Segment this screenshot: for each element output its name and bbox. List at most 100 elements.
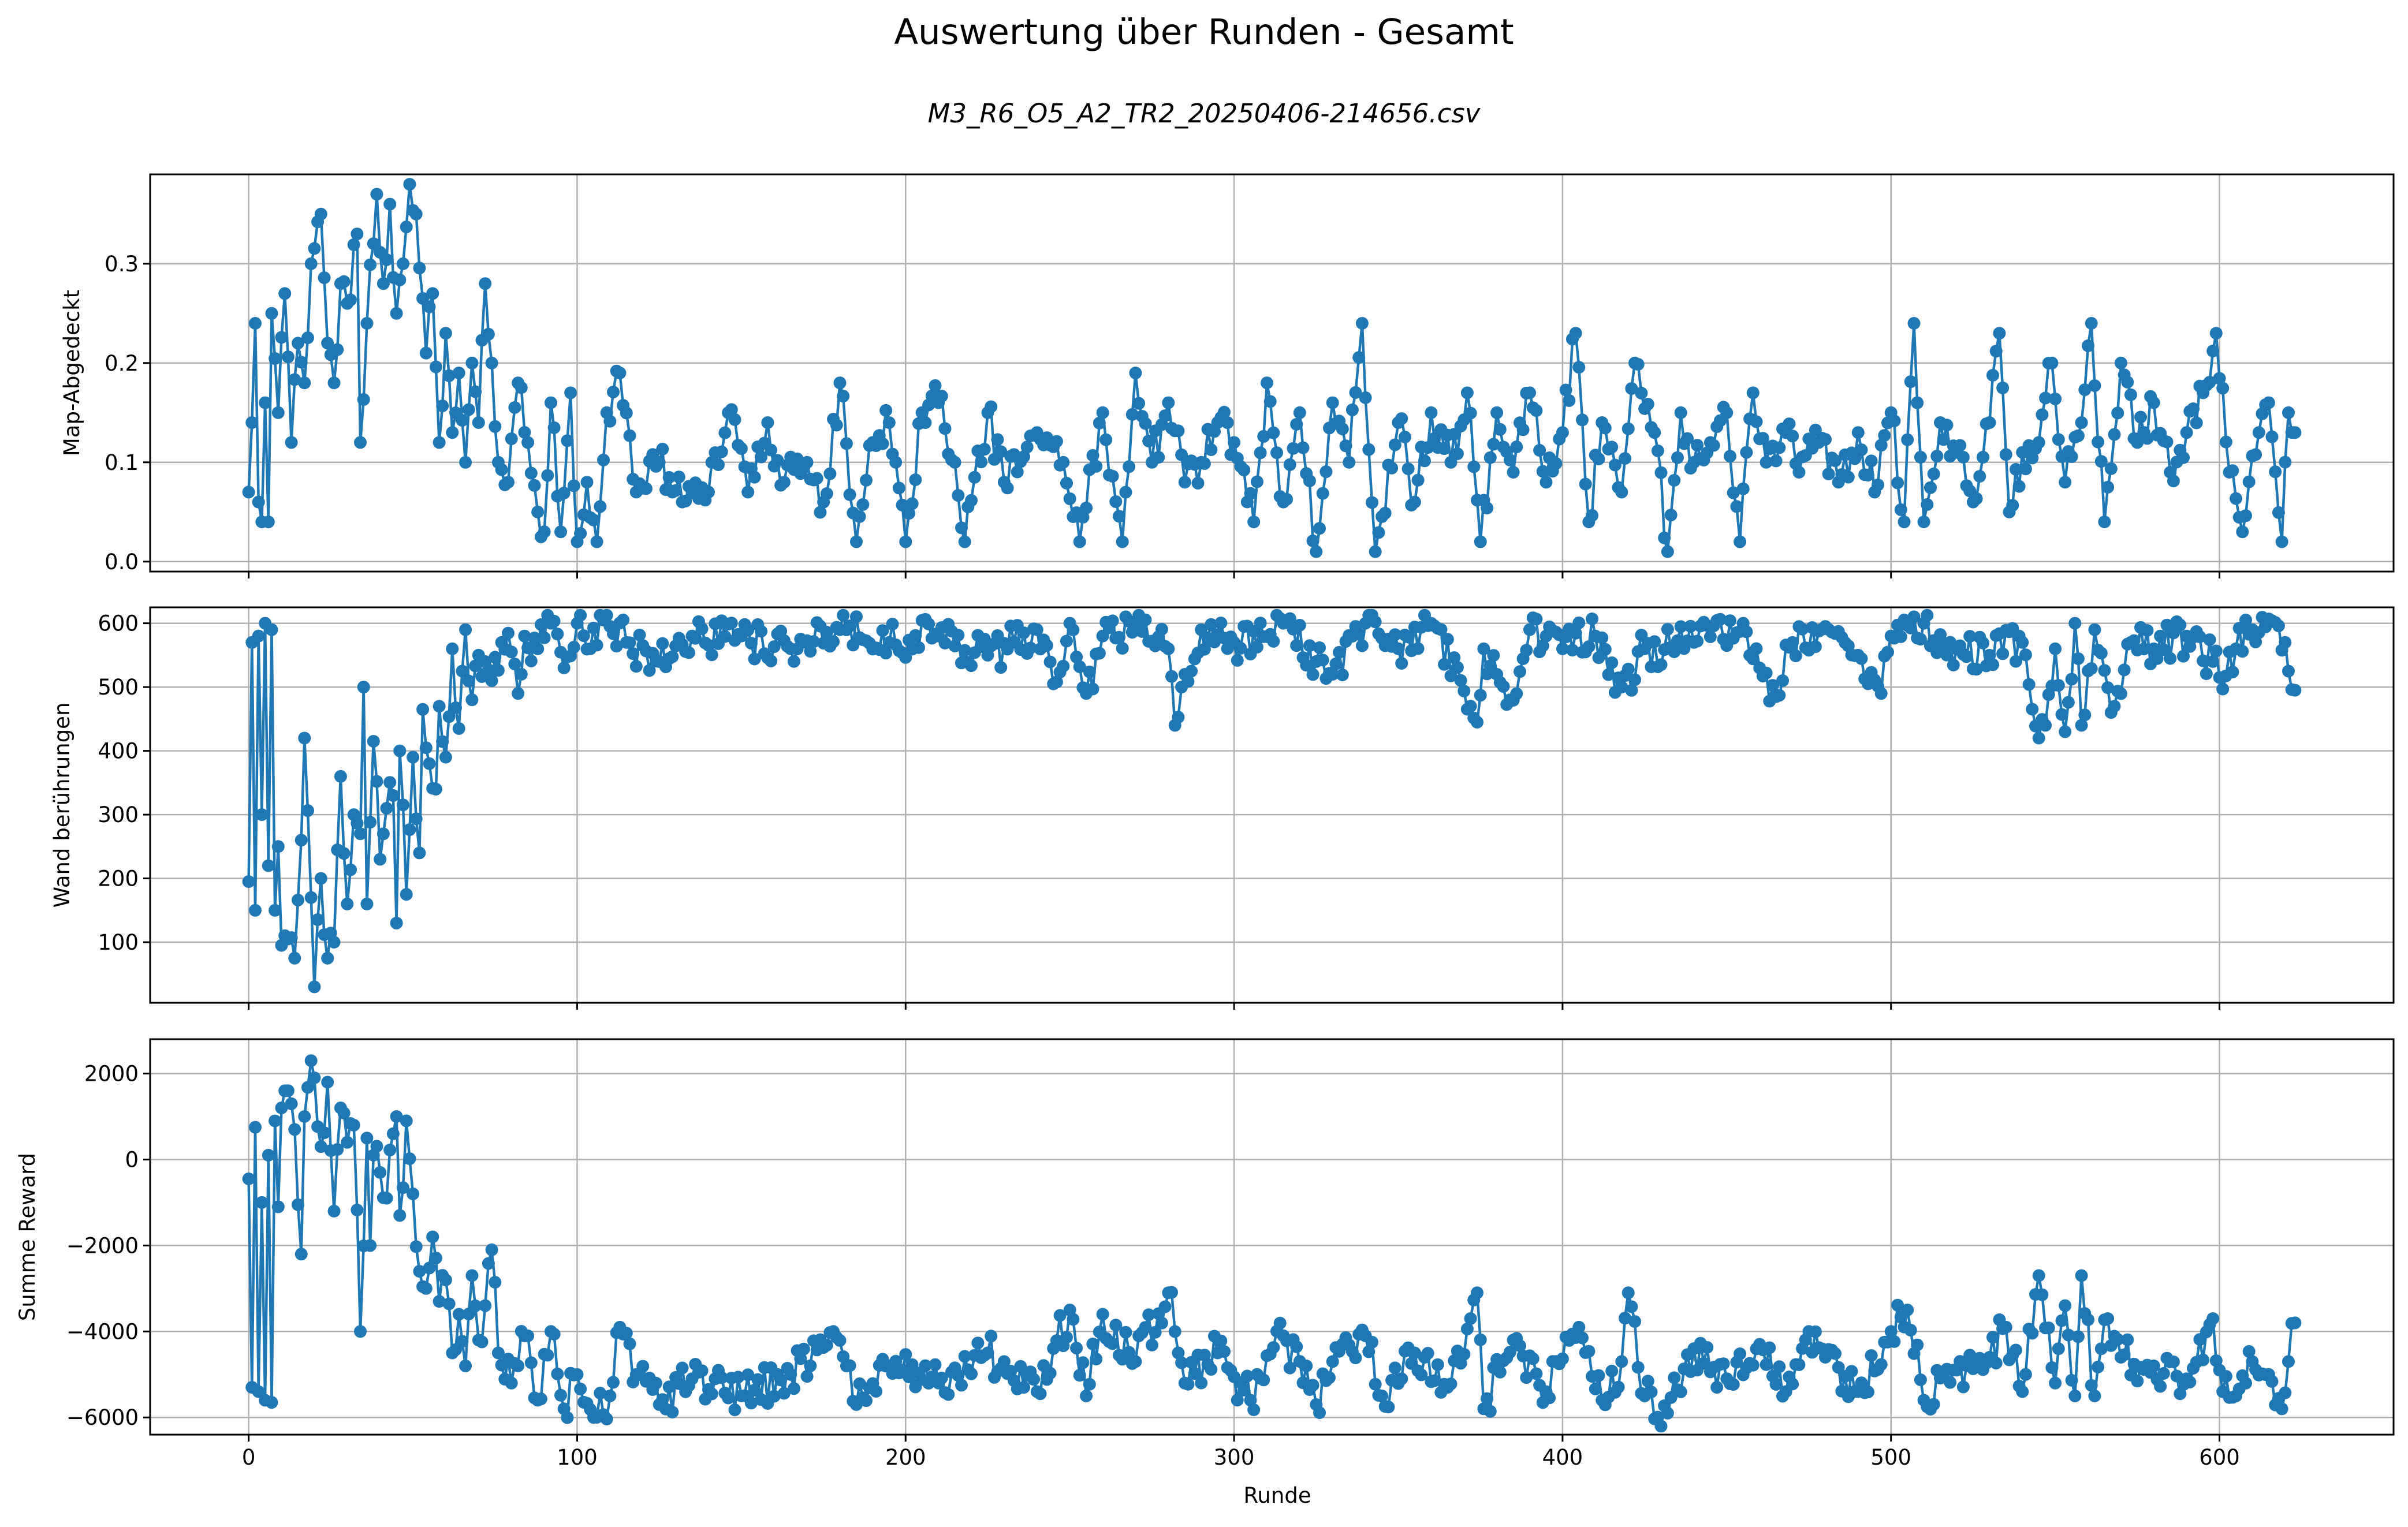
data-point xyxy=(331,1143,344,1156)
data-point xyxy=(341,1136,354,1149)
data-point xyxy=(1921,498,1934,511)
data-point xyxy=(1645,1386,1658,1399)
data-point xyxy=(465,356,479,369)
data-point xyxy=(469,659,482,673)
data-point xyxy=(2016,1385,2029,1398)
data-point xyxy=(1487,649,1500,662)
data-point xyxy=(1819,433,1832,446)
data-point xyxy=(1149,1326,1162,1339)
data-point xyxy=(1385,461,1399,475)
data-point xyxy=(400,1114,413,1127)
data-point xyxy=(666,1406,679,1418)
data-point xyxy=(1020,440,1034,454)
data-point xyxy=(1874,439,1888,452)
data-point xyxy=(2174,618,2187,632)
data-point xyxy=(1263,395,1277,408)
data-point xyxy=(278,287,292,300)
data-point xyxy=(271,1200,285,1214)
data-point xyxy=(1514,665,1526,678)
data-point xyxy=(1579,477,1592,491)
data-point xyxy=(2032,1269,2045,1282)
data-point xyxy=(876,624,889,637)
data-point xyxy=(899,535,912,548)
data-point xyxy=(1283,458,1296,471)
data-point xyxy=(1464,406,1477,420)
data-point xyxy=(1786,1377,1799,1391)
data-point xyxy=(531,505,545,518)
data-point xyxy=(2147,1359,2160,1372)
data-point xyxy=(1625,382,1638,395)
data-point xyxy=(1185,664,1198,678)
data-point xyxy=(2104,462,2118,475)
data-point xyxy=(1569,626,1582,640)
data-point xyxy=(1586,509,1599,522)
data-point xyxy=(1155,1316,1168,1330)
data-point xyxy=(1947,659,1960,671)
data-point xyxy=(1605,1364,1619,1377)
data-point xyxy=(1792,466,1806,479)
data-point xyxy=(2121,1333,2134,1346)
data-point xyxy=(1970,663,1983,676)
data-point xyxy=(1162,642,1175,655)
data-point xyxy=(879,404,893,417)
data-point xyxy=(1237,1383,1251,1397)
data-point xyxy=(1139,417,1152,430)
data-point xyxy=(1352,628,1366,641)
data-point xyxy=(2078,708,2092,722)
data-point xyxy=(1119,1326,1132,1339)
data-point xyxy=(1231,1394,1244,1407)
data-point xyxy=(2094,455,2108,468)
data-point xyxy=(1773,1360,1786,1373)
data-point xyxy=(327,1204,341,1218)
data-point xyxy=(1438,442,1451,456)
data-point xyxy=(2045,1361,2059,1374)
data-point xyxy=(2065,450,2078,463)
data-point xyxy=(2049,642,2062,655)
data-point xyxy=(590,639,603,652)
data-point xyxy=(1582,1345,1596,1358)
data-point xyxy=(1067,1313,1080,1326)
data-point xyxy=(2039,391,2052,405)
data-point xyxy=(1540,476,1553,489)
data-point xyxy=(285,1097,298,1110)
data-point xyxy=(364,816,377,829)
data-point xyxy=(669,484,683,497)
data-point xyxy=(1172,424,1185,438)
data-point xyxy=(1401,462,1415,475)
data-point xyxy=(344,863,357,876)
data-point xyxy=(1313,522,1326,535)
data-point xyxy=(547,1328,561,1341)
data-point xyxy=(1034,1387,1047,1401)
data-point xyxy=(413,262,426,275)
data-point xyxy=(295,834,308,847)
data-point xyxy=(554,525,567,539)
data-point xyxy=(397,257,409,270)
data-point xyxy=(1293,406,1306,419)
data-point xyxy=(2249,448,2262,461)
data-point xyxy=(360,897,374,910)
data-point xyxy=(1901,1304,1914,1317)
data-point xyxy=(1940,648,1954,662)
data-point xyxy=(1763,1341,1776,1354)
data-point xyxy=(2167,1355,2180,1368)
data-point xyxy=(965,494,978,507)
data-point xyxy=(285,436,298,449)
data-point xyxy=(929,1358,942,1371)
data-point xyxy=(531,642,545,655)
data-point xyxy=(837,608,850,622)
data-point xyxy=(2085,317,2098,330)
data-point xyxy=(2036,408,2049,421)
data-point xyxy=(1996,647,2010,660)
data-point xyxy=(403,823,416,837)
data-point xyxy=(1530,613,1543,626)
data-point xyxy=(755,625,767,638)
data-point xyxy=(814,506,827,519)
data-point xyxy=(2118,663,2131,677)
data-point xyxy=(629,660,643,673)
data-point xyxy=(1829,1347,1842,1360)
data-point xyxy=(1352,351,1366,364)
data-point xyxy=(528,479,541,492)
data-point xyxy=(505,432,518,445)
data-point xyxy=(1697,1357,1710,1370)
data-point xyxy=(1349,386,1362,399)
